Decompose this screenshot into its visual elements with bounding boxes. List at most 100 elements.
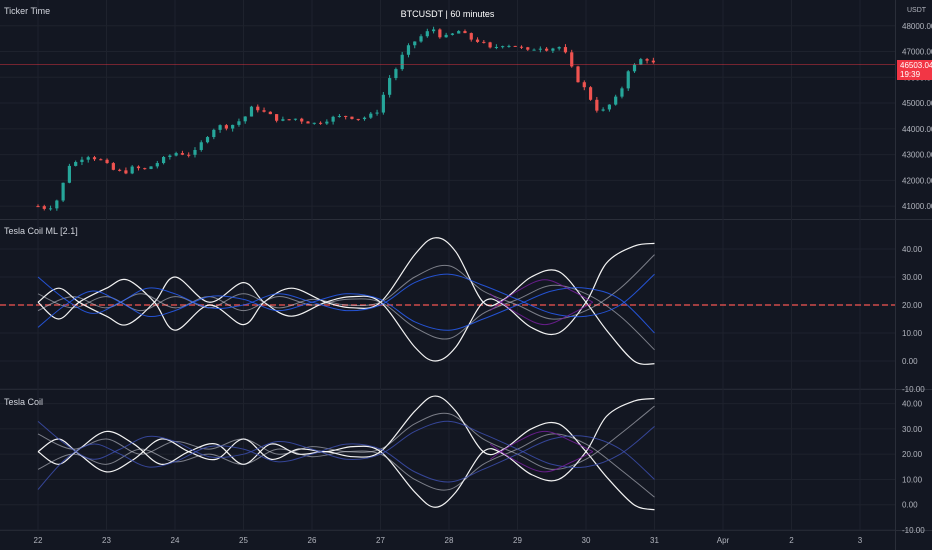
time-tick-label: 24 xyxy=(171,536,180,545)
price-tick-label: 42000.00 xyxy=(902,176,932,185)
candle-body xyxy=(513,45,517,47)
price-tick-label: 30.00 xyxy=(902,273,923,282)
price-tick-label: 43000.00 xyxy=(902,151,932,160)
price-tick-label: 40.00 xyxy=(902,245,923,254)
candle-body xyxy=(563,47,568,53)
oscillator-series-line xyxy=(37,273,655,318)
candle-body xyxy=(124,170,128,174)
time-tick-label: 27 xyxy=(376,536,385,545)
candle-body xyxy=(450,33,455,35)
oscillator-series-line xyxy=(37,287,655,334)
oscillator-series-line xyxy=(37,242,655,362)
candle-body xyxy=(369,113,373,118)
indicator-title-ticker-time: Ticker Time xyxy=(4,6,51,16)
candle-body xyxy=(532,49,536,51)
candle-body xyxy=(494,46,498,48)
time-tick-label: 22 xyxy=(34,536,43,545)
candle-body xyxy=(74,162,78,166)
price-tick-label: -10.00 xyxy=(902,526,925,535)
candle-body xyxy=(400,54,404,70)
last-price-value: 46503.04 xyxy=(900,61,932,70)
candle-body xyxy=(187,154,191,156)
candle-body xyxy=(306,121,310,124)
candle-body xyxy=(331,116,335,122)
indicator-title-tesla-coil-ml: Tesla Coil ML [2.1] xyxy=(4,226,78,236)
candle-body xyxy=(92,157,97,160)
candle-body xyxy=(425,31,429,37)
price-pane[interactable] xyxy=(0,26,895,211)
candle-body xyxy=(475,39,480,42)
last-price-label: 46503.04 19:39 xyxy=(897,60,932,80)
oscillator-series-line xyxy=(489,293,594,326)
indicator-title-tesla-coil: Tesla Coil xyxy=(4,397,44,407)
time-tick-label: 29 xyxy=(513,536,522,545)
candle-body xyxy=(538,48,542,50)
price-tick-label: 45000.00 xyxy=(902,99,932,108)
price-tick-label: 0.00 xyxy=(902,357,918,366)
candle-body xyxy=(262,110,266,112)
candle-body xyxy=(136,166,141,169)
oscillator-series-line xyxy=(37,397,655,508)
candle-body xyxy=(620,88,624,97)
candle-body xyxy=(576,66,580,83)
candle-body xyxy=(275,114,279,121)
candle-body xyxy=(431,29,436,32)
candle-body xyxy=(193,149,197,155)
candle-body xyxy=(168,155,172,157)
price-tick-label: 44000.00 xyxy=(902,125,932,134)
price-tick-label: 41000.00 xyxy=(902,202,932,211)
candle-body xyxy=(639,59,643,65)
candle-body xyxy=(356,118,360,120)
candle-body xyxy=(507,45,511,47)
oscillator-series-line xyxy=(489,430,594,460)
candle-body xyxy=(570,52,574,67)
price-scale[interactable]: 41000.00 42000.00 43000.00 44000.00 45000.00… xyxy=(902,22,932,535)
candle-body xyxy=(488,42,492,48)
candle-body xyxy=(588,87,593,100)
candle-body xyxy=(582,82,586,88)
price-tick-label: 40.00 xyxy=(902,400,923,409)
price-tick-label: -10.00 xyxy=(902,385,925,394)
candle-body xyxy=(312,122,316,124)
candle-body xyxy=(293,118,298,120)
candle-body xyxy=(67,165,71,183)
candle-body xyxy=(118,169,122,171)
candle-body xyxy=(237,121,241,125)
oscillator-series-line xyxy=(37,435,655,490)
candle-body xyxy=(626,71,630,89)
candle-body xyxy=(463,31,467,34)
time-scale[interactable]: 22 23 24 25 26 27 28 29 30 31 Apr 2 3 xyxy=(34,536,863,545)
candle-body xyxy=(595,99,599,111)
price-tick-label: 20.00 xyxy=(902,450,923,459)
price-tick-label: 48000.00 xyxy=(902,22,932,31)
candle-body xyxy=(444,34,448,38)
candle-body xyxy=(551,48,555,51)
candle-body xyxy=(519,46,524,48)
candle-body xyxy=(501,46,505,48)
candle-body xyxy=(174,153,178,156)
candle-body xyxy=(212,129,216,138)
time-tick-label: 23 xyxy=(102,536,111,545)
bar-countdown: 19:39 xyxy=(900,70,921,79)
oscillator-series-line xyxy=(37,433,655,498)
price-tick-label: 30.00 xyxy=(902,425,923,434)
candle-body xyxy=(61,182,65,201)
candle-body xyxy=(469,33,473,40)
candle-body xyxy=(300,118,304,122)
candle-body xyxy=(80,159,84,163)
candle-body xyxy=(287,119,291,121)
candle-body xyxy=(231,124,235,129)
candle-body xyxy=(205,137,210,143)
oscillator-series-line xyxy=(489,279,594,312)
candle-body xyxy=(394,69,398,79)
candle-body xyxy=(36,206,40,208)
tesla-coil-ml-pane[interactable] xyxy=(0,237,895,365)
time-tick-label: 25 xyxy=(239,536,248,545)
candle-body xyxy=(155,163,159,167)
candle-body xyxy=(381,94,385,113)
candle-body xyxy=(99,159,103,161)
price-tick-label: 10.00 xyxy=(902,329,923,338)
tesla-coil-pane[interactable] xyxy=(37,395,655,511)
